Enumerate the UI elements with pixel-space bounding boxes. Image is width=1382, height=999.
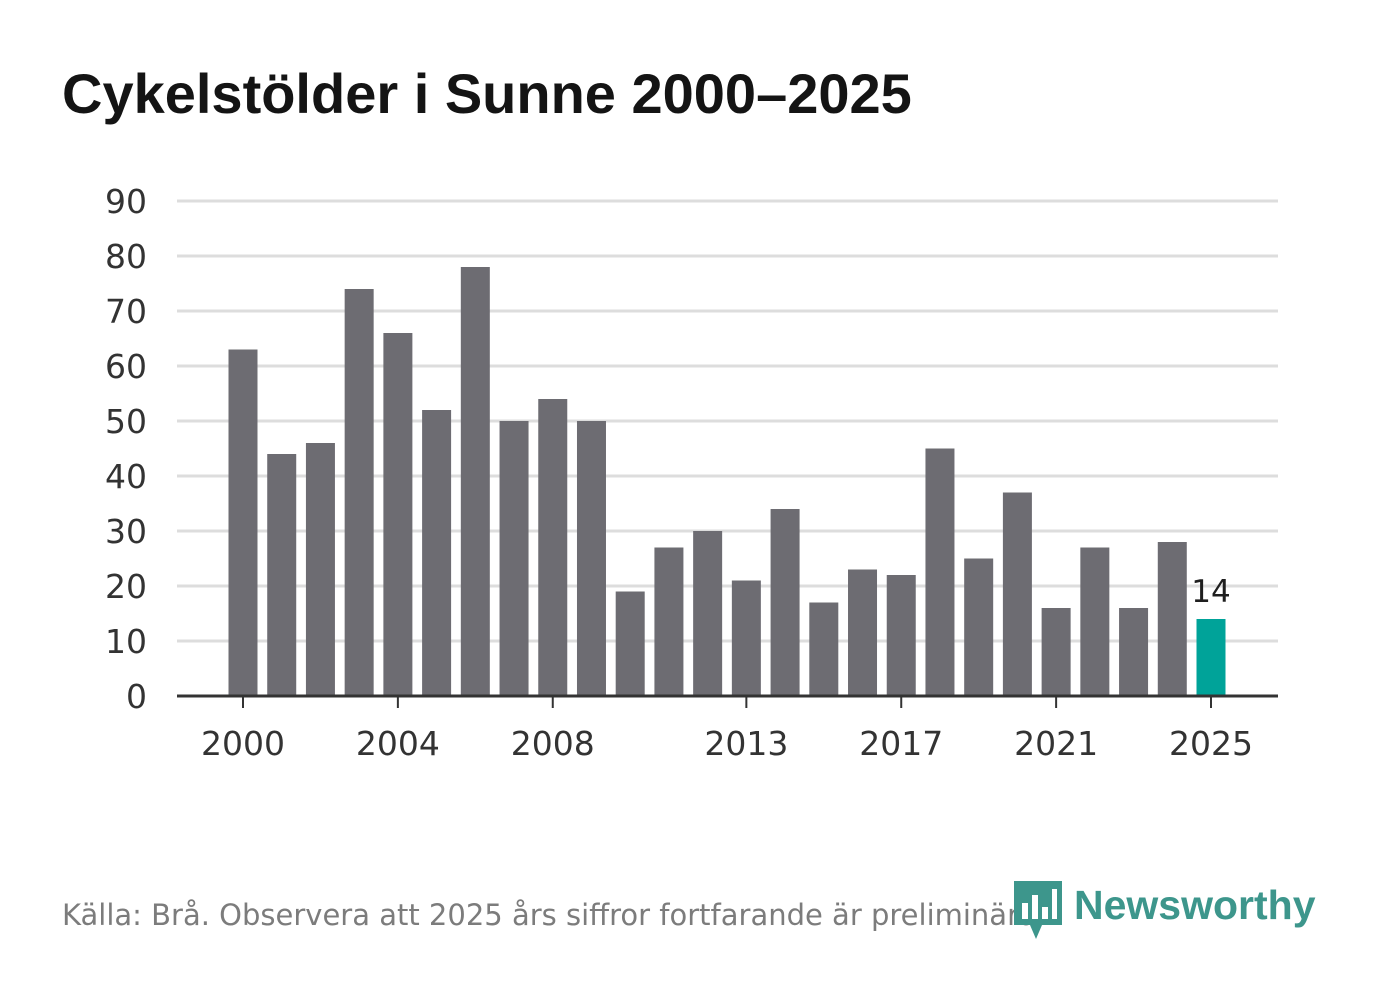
bar-chart-pin-icon — [1014, 881, 1062, 939]
y-tick-label: 70 — [105, 292, 147, 331]
x-tick-label: 2021 — [1014, 724, 1098, 763]
y-tick-label: 60 — [105, 347, 147, 386]
bar-2003 — [344, 289, 374, 696]
y-tick-label: 90 — [105, 182, 147, 221]
bar-2011 — [654, 547, 684, 696]
data-labels: 14 — [1191, 574, 1230, 610]
x-tick-label: 2008 — [511, 724, 595, 763]
bar-2018 — [925, 448, 955, 696]
source-note: Källa: Brå. Observera att 2025 års siffr… — [62, 898, 1046, 932]
y-axis-ticks: 0 10 20 30 40 50 60 70 80 90 — [105, 182, 147, 716]
y-tick-label: 50 — [105, 402, 147, 441]
chart-title: Cykelstölder i Sunne 2000–2025 — [62, 62, 912, 125]
y-tick-label: 40 — [105, 457, 147, 496]
bar-2009 — [576, 421, 606, 696]
bar-2014 — [770, 509, 800, 696]
y-tick-label: 10 — [105, 622, 147, 661]
bar-2008 — [538, 399, 568, 696]
bar-2020 — [1002, 492, 1032, 696]
bar-2024 — [1157, 542, 1187, 696]
bar-2007 — [499, 421, 529, 696]
brand-name: Newsworthy — [1074, 881, 1316, 928]
bar-2015 — [809, 602, 839, 696]
bar-2016 — [848, 569, 878, 696]
bar-2000 — [228, 349, 258, 696]
x-tick-label: 2017 — [859, 724, 943, 763]
bar-2017 — [886, 575, 916, 696]
bar-2022 — [1080, 547, 1110, 696]
x-tick-label: 2004 — [356, 724, 440, 763]
bar-2004 — [383, 333, 413, 696]
y-tick-label: 0 — [126, 677, 147, 716]
grid-lines — [177, 199, 1278, 643]
bar-2005 — [422, 410, 452, 696]
x-tick-label: 2013 — [704, 724, 788, 763]
bar-2002 — [305, 443, 335, 696]
y-tick-label: 80 — [105, 237, 147, 276]
x-tick-label: 2000 — [201, 724, 285, 763]
data-label-2025: 14 — [1191, 574, 1230, 610]
bar-2001 — [267, 454, 297, 696]
bar-2006 — [460, 267, 490, 696]
x-tick-label: 2025 — [1169, 724, 1253, 763]
bar-2019 — [964, 558, 994, 696]
bar-2021 — [1041, 608, 1071, 696]
x-axis-ticks: 2000 2004 2008 2013 2017 2021 2025 — [201, 696, 1253, 763]
brand-logo: Newsworthy — [1012, 878, 1316, 942]
bar-2013 — [731, 580, 761, 696]
y-tick-label: 20 — [105, 567, 147, 606]
bar-2023 — [1119, 608, 1149, 696]
y-tick-label: 30 — [105, 512, 147, 551]
bars — [228, 267, 1226, 696]
bar-2012 — [693, 531, 723, 696]
bar-2010 — [615, 591, 645, 696]
bar-2025 — [1196, 619, 1226, 696]
